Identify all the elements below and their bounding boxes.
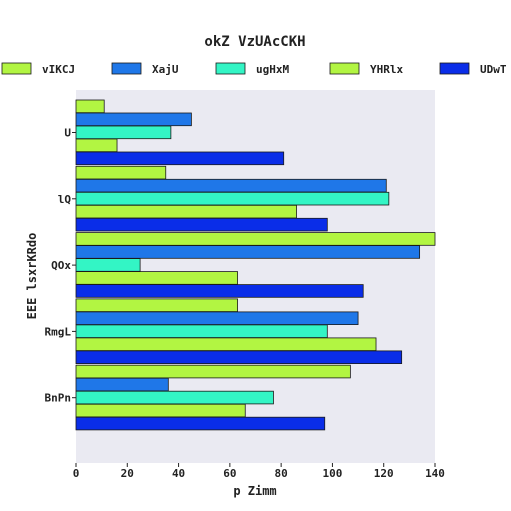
bar-xaju-lq — [75, 178, 387, 193]
bar-xaju-qox — [75, 245, 421, 259]
legend-swatch-udwt — [439, 62, 470, 75]
x-tick-label-120: 120 — [374, 467, 394, 480]
bar-udwt-rmgl — [75, 350, 403, 364]
bar-yhrlx-qox — [75, 271, 238, 285]
legend-label-ughxm: ugHxM — [256, 63, 289, 76]
legend-label-udwt: UDwT — [480, 63, 507, 76]
bar-xaju-rmgl — [75, 311, 359, 325]
legend-swatch-ughxm — [215, 62, 246, 75]
x-tick-label-100: 100 — [322, 467, 342, 480]
bar-xaju-u — [75, 112, 192, 127]
legend-label-vikcj: vIKCJ — [42, 63, 75, 76]
bars — [75, 99, 436, 431]
bar-vikcj-rmgl — [75, 298, 238, 312]
legend-swatch-yhrlx — [329, 62, 360, 75]
bar-vikcj-bnpn — [75, 364, 351, 379]
bar-ughxm-u — [75, 125, 172, 140]
y-axis: UlQ QOx RmgL BnPn — [45, 127, 76, 405]
chart-title: okZ VzUAcCKH — [204, 34, 305, 50]
x-tick-label-140: 140 — [425, 467, 445, 480]
bar-ughxm-qox — [75, 258, 141, 272]
legend-swatch-vikcj — [1, 62, 32, 75]
bar-udwt-lq — [75, 217, 328, 232]
y-axis-label: EEE lsxrKRdo — [25, 233, 39, 320]
bar-yhrlx-u — [75, 138, 118, 153]
y-tick-label-rmgl: RmgL — [45, 325, 72, 338]
x-axis-label: p Zimm — [233, 484, 276, 498]
y-tick-label-qox: QOx — [51, 259, 71, 272]
x-tick-label-20: 20 — [121, 467, 134, 480]
bar-vikcj-lq — [75, 165, 167, 180]
y-tick-label-u: U — [64, 127, 71, 140]
legend-label-xaju: XajU — [152, 63, 179, 76]
x-axis: 0 20 40 60 80 100 120 140 — [73, 463, 445, 480]
x-tick-label-40: 40 — [172, 467, 185, 480]
bar-vikcj-u — [75, 99, 105, 114]
x-tick-label-80: 80 — [275, 467, 288, 480]
legend-label-yhrlx: YHRlx — [370, 63, 403, 76]
legend: vIKCJ XajU ugHxM YHRlx UDwT — [1, 62, 507, 76]
y-tick-label-bnpn: BnPn — [45, 392, 72, 405]
legend-swatch-xaju — [111, 62, 142, 75]
bar-yhrlx-bnpn — [75, 403, 246, 418]
x-tick-label-0: 0 — [73, 467, 80, 480]
y-tick-label-lq: lQ — [58, 193, 72, 206]
bar-vikcj-qox — [75, 232, 436, 246]
bar-ughxm-bnpn — [75, 390, 274, 405]
bar-udwt-bnpn — [75, 416, 326, 431]
bar-ughxm-lq — [75, 191, 390, 206]
bar-ughxm-rmgl — [75, 324, 328, 338]
bar-yhrlx-rmgl — [75, 337, 377, 351]
bar-yhrlx-lq — [75, 204, 297, 219]
bar-udwt-u — [75, 151, 285, 166]
bar-xaju-bnpn — [75, 377, 169, 392]
bar-udwt-qox — [75, 284, 364, 298]
x-tick-label-60: 60 — [223, 467, 236, 480]
